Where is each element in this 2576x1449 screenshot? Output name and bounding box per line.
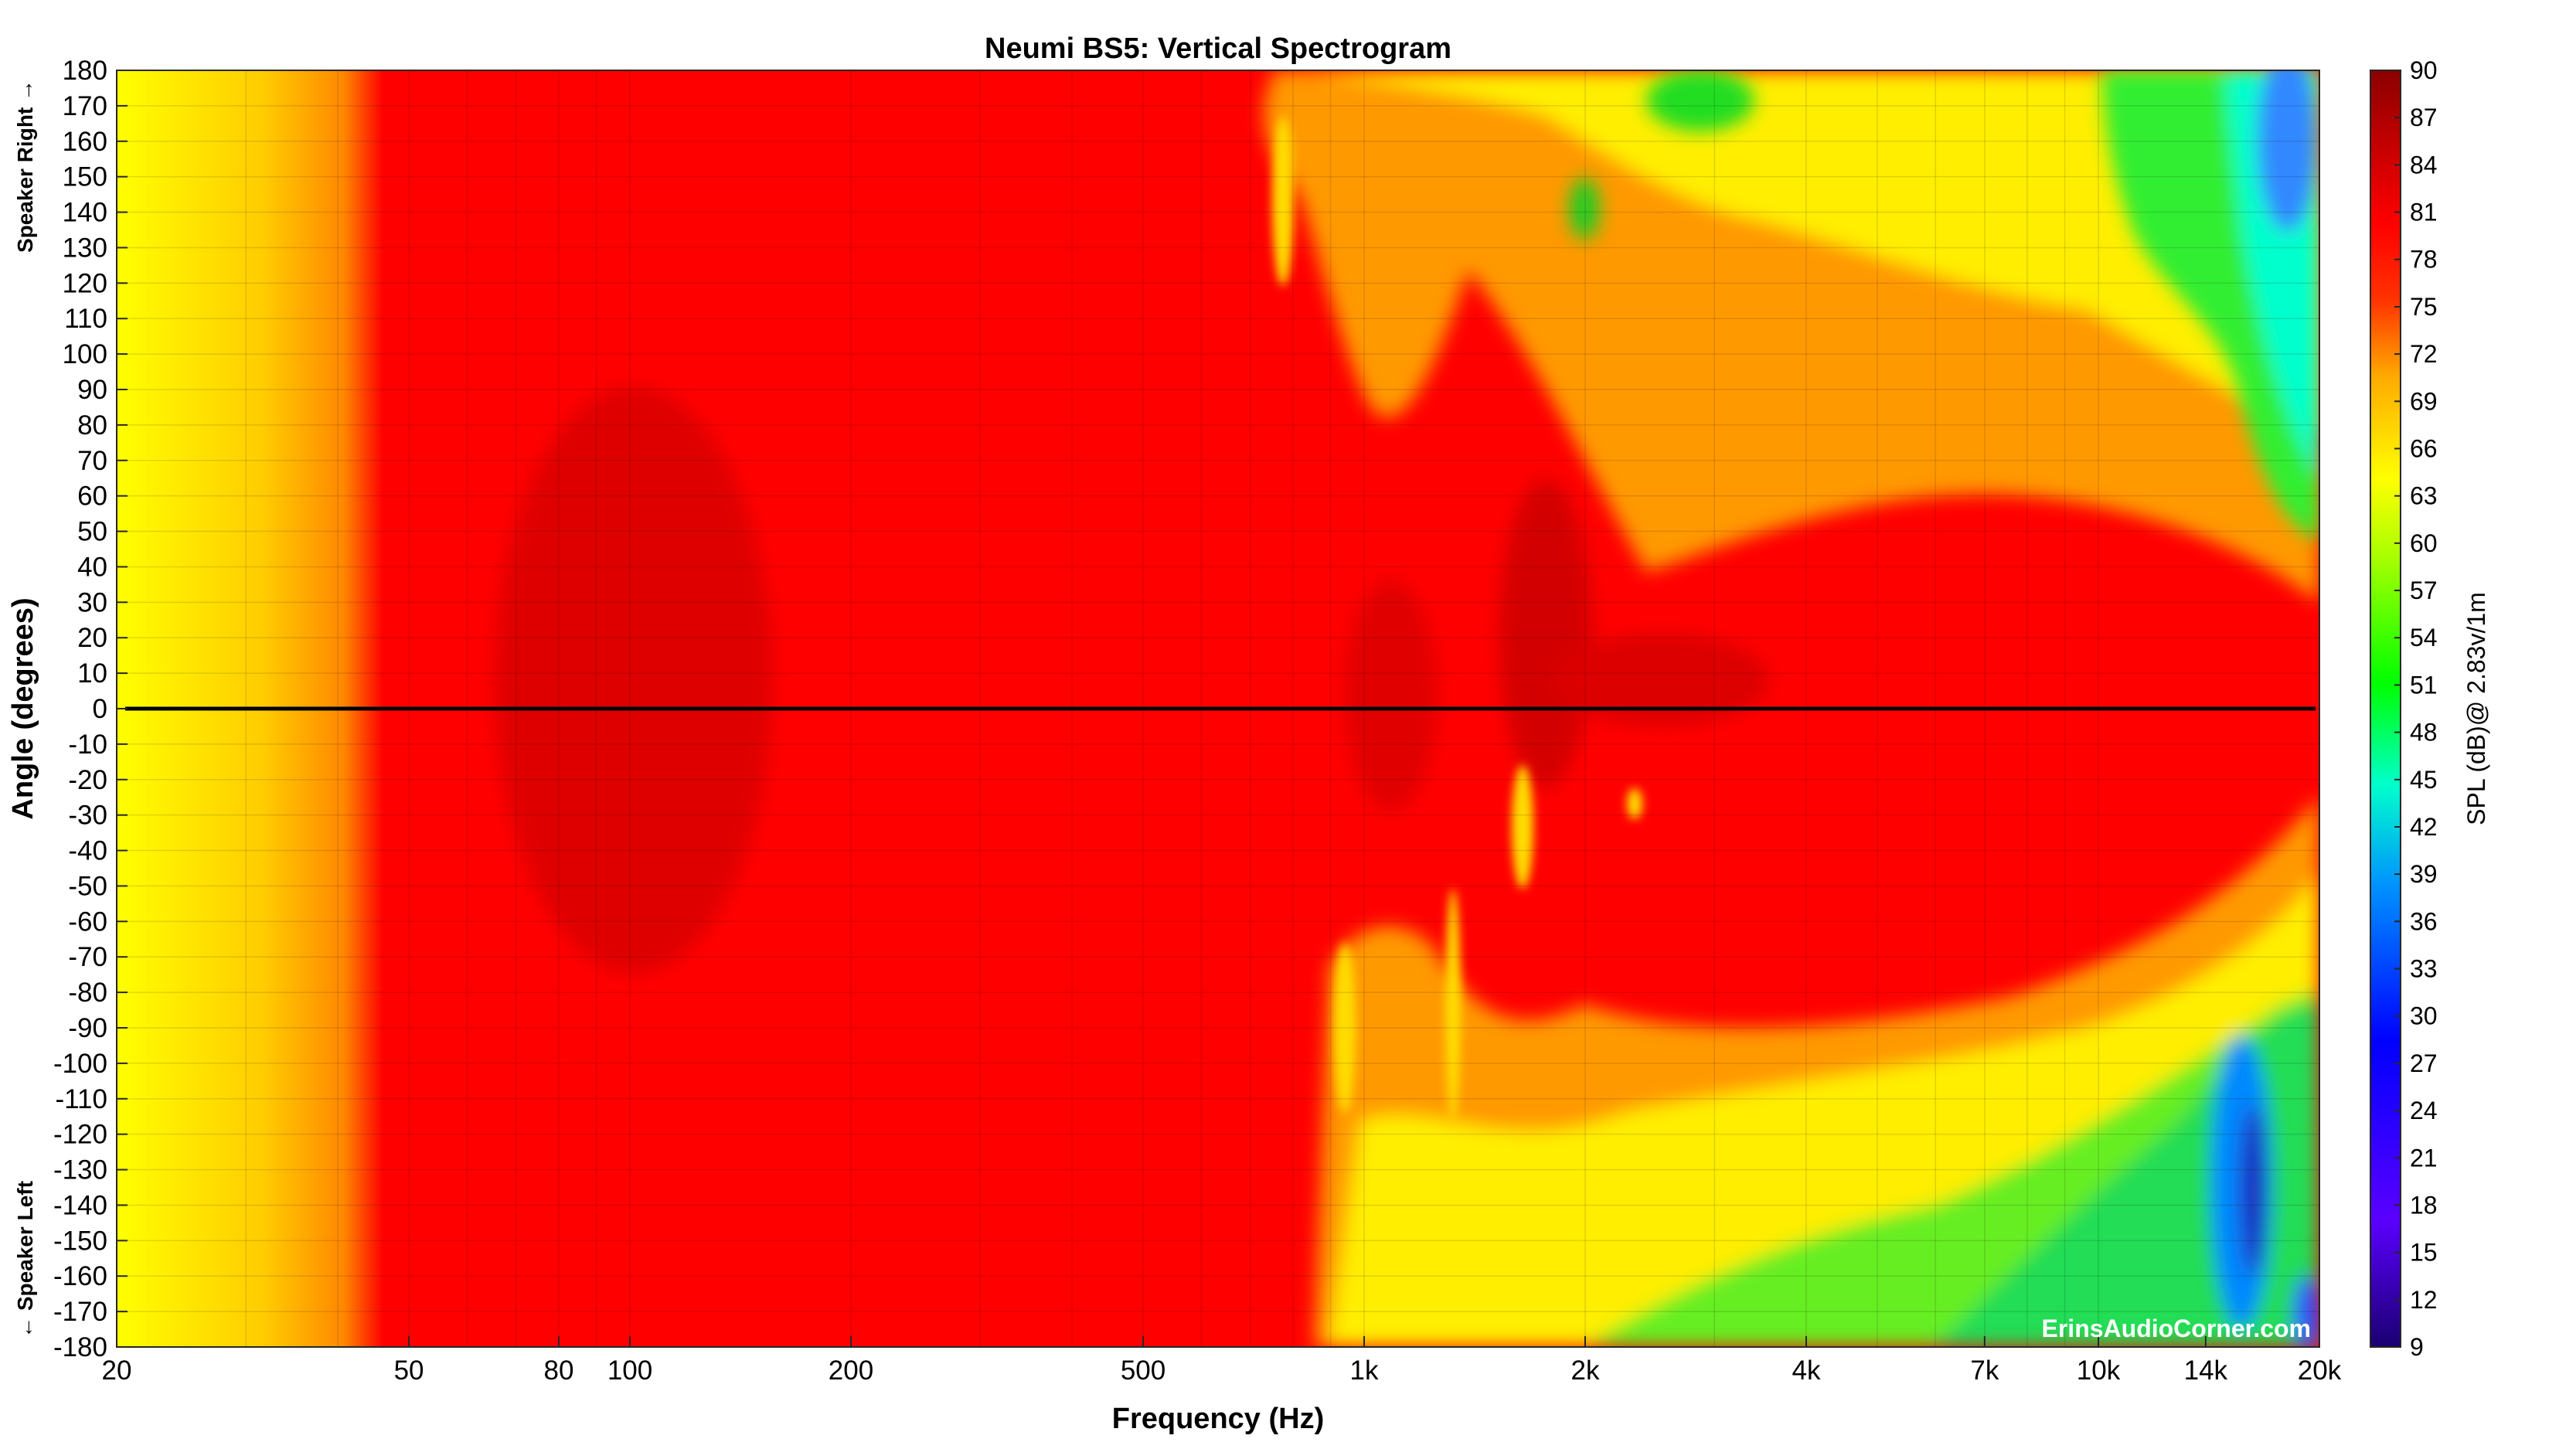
y-tick-label: 160: [63, 127, 107, 157]
y-tick-label: -170: [53, 1297, 107, 1327]
colorbar-tick-label: 60: [2410, 529, 2438, 557]
y-tick-label: -50: [68, 871, 107, 901]
y-tick-label: 110: [64, 304, 107, 334]
y-tick-label: -30: [68, 801, 107, 831]
y-tick-label: 50: [77, 517, 107, 547]
y-tick-label: -150: [53, 1226, 107, 1256]
colorbar-tick-label: 24: [2410, 1097, 2438, 1124]
colorbar-tick-label: 63: [2410, 482, 2438, 510]
x-tick-label: 100: [607, 1355, 652, 1386]
colorbar-tick-label: 72: [2410, 340, 2438, 368]
x-tick-label: 14k: [2184, 1355, 2228, 1386]
colorbar-label: SPL (dB)@ 2.83v/1m: [2462, 592, 2490, 825]
x-tick-label: 7k: [1970, 1355, 1999, 1386]
heatmap: [117, 70, 2319, 1347]
y-tick-label: -110: [56, 1084, 107, 1114]
colorbar-tick-label: 87: [2410, 104, 2438, 131]
y-tick-label: 100: [63, 339, 107, 369]
x-tick-label: 500: [1121, 1355, 1165, 1386]
colorbar: 90 87 84 81 78 75 72 69 66 63 60 57 54 51 48 45 42 39 36 33…: [2370, 56, 2490, 1361]
colorbar-tick-label: 27: [2410, 1049, 2438, 1077]
y-tick-label: -10: [68, 730, 107, 760]
y-tick-label: 10: [77, 658, 107, 689]
x-tick-label: 20k: [2298, 1355, 2342, 1386]
colorbar-tick-label: 45: [2410, 766, 2438, 794]
colorbar-gradient: [2370, 70, 2401, 1348]
y-tick-label: 30: [77, 587, 107, 617]
x-tick-label: 4k: [1792, 1355, 1820, 1386]
colorbar-tick-label: 36: [2410, 907, 2438, 935]
speaker-left-label: ← Speaker Left: [13, 1181, 37, 1338]
y-tick-label: 130: [63, 233, 107, 263]
colorbar-tick-label: 42: [2410, 813, 2438, 841]
colorbar-tick-label: 21: [2410, 1144, 2438, 1172]
watermark: ErinsAudioCorner.com: [2042, 1315, 2312, 1342]
colorbar-ticks: 90 87 84 81 78 75 72 69 66 63 60 57 54 51 48 45 42 39 36 33…: [2394, 56, 2438, 1361]
colorbar-tick-label: 75: [2410, 293, 2438, 321]
y-tick-label: -160: [53, 1261, 107, 1291]
colorbar-tick-label: 57: [2410, 577, 2438, 604]
y-tick-label: 60: [77, 481, 107, 512]
colorbar-tick-label: 84: [2410, 151, 2438, 179]
y-tick-label: -80: [68, 978, 107, 1008]
x-tick-label: 50: [394, 1355, 424, 1386]
colorbar-tick-label: 48: [2410, 719, 2438, 747]
y-tick-label: -40: [68, 836, 107, 866]
y-tick-label: 120: [63, 268, 107, 298]
x-tick-label: 80: [543, 1355, 573, 1386]
y-tick-label: -130: [53, 1155, 107, 1185]
colorbar-tick-label: 30: [2410, 1002, 2438, 1030]
y-tick-label: -90: [68, 1013, 107, 1043]
x-tick-label: 2k: [1571, 1355, 1600, 1386]
y-tick-label: 80: [77, 410, 107, 440]
y-tick-label: 150: [63, 162, 107, 192]
colorbar-tick-label: 39: [2410, 860, 2438, 888]
colorbar-tick-label: 51: [2410, 671, 2438, 699]
y-tick-label: -120: [53, 1120, 107, 1150]
colorbar-tick-label: 69: [2410, 387, 2438, 415]
y-tick-label: -20: [68, 765, 107, 795]
y-tick-label: 170: [63, 91, 107, 121]
colorbar-tick-label: 33: [2410, 955, 2438, 983]
x-tick-label: 200: [829, 1355, 873, 1386]
colorbar-tick-label: 81: [2410, 199, 2438, 226]
colorbar-tick-label: 15: [2410, 1239, 2438, 1267]
x-tick-label: 20: [102, 1355, 132, 1386]
x-axis-ticks: 20 50 80 100 200 500 1k 2k 4k 7k 10k 14k 20k: [102, 1336, 2342, 1386]
colorbar-tick-label: 18: [2410, 1191, 2438, 1219]
y-tick-label: 180: [63, 56, 107, 86]
y-tick-label: 40: [77, 552, 107, 582]
y-axis-ticks: 1801701601501401301201101009080706050403…: [53, 56, 128, 1362]
y-tick-label: 0: [93, 694, 107, 724]
y-tick-label: 90: [77, 375, 107, 405]
x-tick-label: 1k: [1350, 1355, 1379, 1386]
grid: [117, 70, 2319, 1348]
y-axis-title: Angle (degrees): [7, 597, 39, 819]
x-axis-title: Frequency (Hz): [1112, 1403, 1324, 1435]
colorbar-tick-label: 66: [2410, 434, 2438, 462]
y-tick-label: 140: [63, 198, 107, 228]
y-tick-label: 20: [77, 623, 107, 653]
x-tick-label: 10k: [2077, 1355, 2121, 1386]
y-tick-label: -70: [68, 942, 107, 972]
chart-title: Neumi BS5: Vertical Spectrogram: [985, 32, 1451, 65]
y-tick-label: -60: [68, 906, 107, 937]
y-tick-label: 70: [77, 446, 107, 476]
colorbar-tick-label: 54: [2410, 624, 2438, 651]
speaker-right-label: Speaker Right →: [13, 80, 37, 253]
colorbar-tick-label: 90: [2410, 56, 2438, 84]
colorbar-tick-label: 9: [2410, 1333, 2424, 1361]
y-tick-label: -100: [53, 1049, 107, 1079]
y-tick-label: -140: [53, 1190, 107, 1220]
y-tick-label: -180: [53, 1332, 107, 1362]
colorbar-tick-label: 78: [2410, 246, 2438, 274]
colorbar-tick-label: 12: [2410, 1286, 2438, 1314]
